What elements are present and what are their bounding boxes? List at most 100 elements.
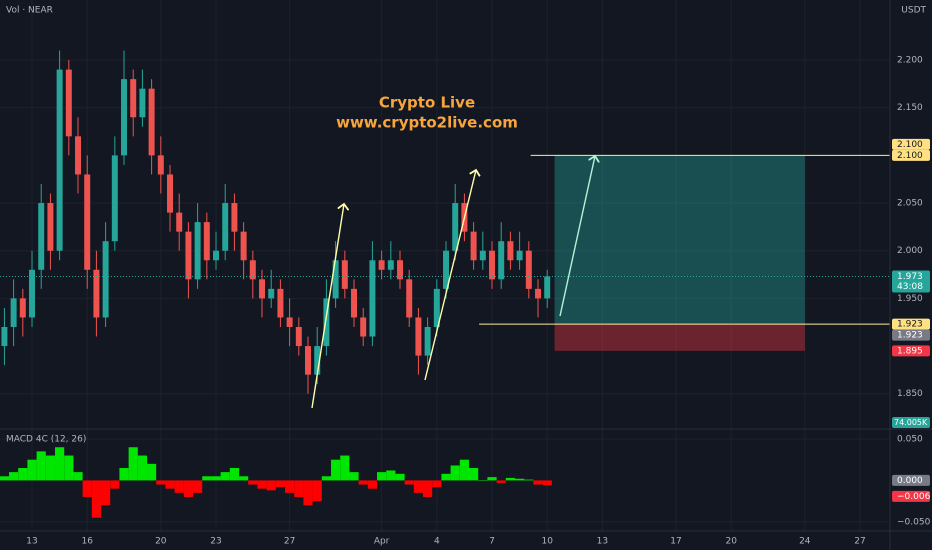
candle-body: [387, 260, 394, 270]
price-tag-label: 1.973: [897, 272, 923, 282]
candle-body: [332, 260, 339, 299]
macd-bar: [202, 476, 212, 481]
candle-body: [351, 288, 358, 318]
annotation: www.crypto2live.com: [336, 114, 518, 132]
macd-bar: [285, 480, 295, 493]
candle-body: [286, 317, 293, 327]
candle-body: [38, 203, 45, 270]
price-tag-label: 1.923: [897, 320, 923, 330]
candle-body: [75, 136, 82, 175]
macd-bar: [147, 463, 157, 481]
candle-body: [139, 88, 146, 118]
macd-bar: [91, 480, 102, 518]
candle-body: [1, 326, 8, 347]
macd-bar: [73, 472, 83, 481]
macd-bar: [496, 480, 506, 483]
candle-body: [222, 203, 229, 251]
y-tick-label: 2.150: [897, 103, 923, 113]
x-tick-label: 7: [489, 537, 495, 547]
macd-bar: [45, 455, 56, 481]
candle-body: [479, 250, 486, 261]
macd-bar: [174, 480, 184, 493]
macd-bar: [505, 477, 516, 481]
macd-bar: [239, 476, 249, 481]
macd-bar: [331, 459, 341, 481]
x-tick-label: 4: [434, 537, 440, 547]
macd-bar: [413, 480, 424, 493]
price-tag: [892, 329, 930, 341]
macd-bar: [266, 480, 276, 491]
candle-body: [516, 250, 523, 261]
candle-body: [268, 288, 275, 299]
candle-body: [185, 231, 192, 280]
x-tick-label: 13: [597, 537, 608, 547]
price-tag-label: 2.100: [897, 151, 923, 161]
x-tick-label: 16: [81, 537, 93, 547]
macd-bar: [515, 478, 525, 481]
candle-body: [369, 260, 376, 337]
candle-body: [56, 69, 63, 251]
macd-bar: [533, 480, 543, 485]
x-tick-label: Apr: [374, 537, 390, 547]
macd-bar: [183, 480, 194, 497]
arrow: [559, 156, 595, 317]
candle-body: [167, 174, 174, 213]
volume-label: 74.005K: [894, 418, 928, 427]
candle-body: [19, 298, 26, 318]
macd-bar: [220, 472, 230, 481]
candle-body: [507, 241, 514, 261]
macd-bar: [18, 467, 28, 481]
price-tag: [892, 318, 930, 330]
countdown: 43:08: [897, 282, 923, 292]
y-tick-label: 2.200: [897, 56, 923, 66]
y-tick-label: 1.850: [897, 389, 923, 399]
macd-bar: [441, 473, 451, 481]
arrow: [424, 170, 476, 381]
macd-bar: [193, 480, 203, 493]
arrow: [311, 204, 344, 409]
candle-body: [259, 279, 266, 299]
macd-bar: [64, 455, 74, 481]
y-tick-label: 2.050: [897, 199, 923, 209]
y2-tick-label: 0.050: [897, 434, 923, 444]
macd-bar: [395, 473, 405, 481]
macd-bar: [165, 480, 175, 489]
candle-body: [111, 155, 118, 242]
candle-body: [65, 69, 72, 137]
candle-body: [378, 260, 385, 270]
macd-bar: [55, 447, 65, 481]
currency: USDT: [901, 6, 926, 16]
macd-bar: [101, 480, 111, 506]
volume-tag: [892, 417, 930, 428]
candle-body: [470, 231, 477, 261]
candle-body: [29, 269, 36, 318]
macd-bar: [82, 480, 92, 497]
candle-body: [433, 288, 440, 327]
macd-bar: [128, 447, 138, 481]
x-tick-label: 20: [725, 537, 737, 547]
x-tick-label: 23: [210, 537, 221, 547]
price-tag-label: 1.895: [897, 346, 923, 356]
candle-body: [176, 212, 183, 232]
macd-bar: [358, 480, 368, 485]
price-tag: [892, 474, 930, 486]
candle-body: [10, 298, 17, 327]
macd-bar: [459, 459, 470, 481]
macd-bar: [386, 470, 396, 481]
candle-body: [231, 203, 238, 232]
annotation: Crypto Live: [379, 94, 475, 112]
macd-bar: [275, 480, 286, 488]
macd-bar: [9, 472, 19, 481]
candle-body: [406, 279, 413, 318]
macd-bar: [211, 476, 221, 481]
macd-tag-label: −0.006: [897, 492, 931, 502]
candle-body: [121, 79, 128, 156]
macd-bar: [377, 472, 387, 481]
macd-bar: [423, 480, 433, 497]
macd-bar: [294, 480, 304, 497]
candle-body: [130, 79, 137, 118]
macd-bar: [312, 480, 322, 502]
candle-body: [341, 260, 348, 289]
macd-tag-label: 0.000: [897, 476, 923, 486]
